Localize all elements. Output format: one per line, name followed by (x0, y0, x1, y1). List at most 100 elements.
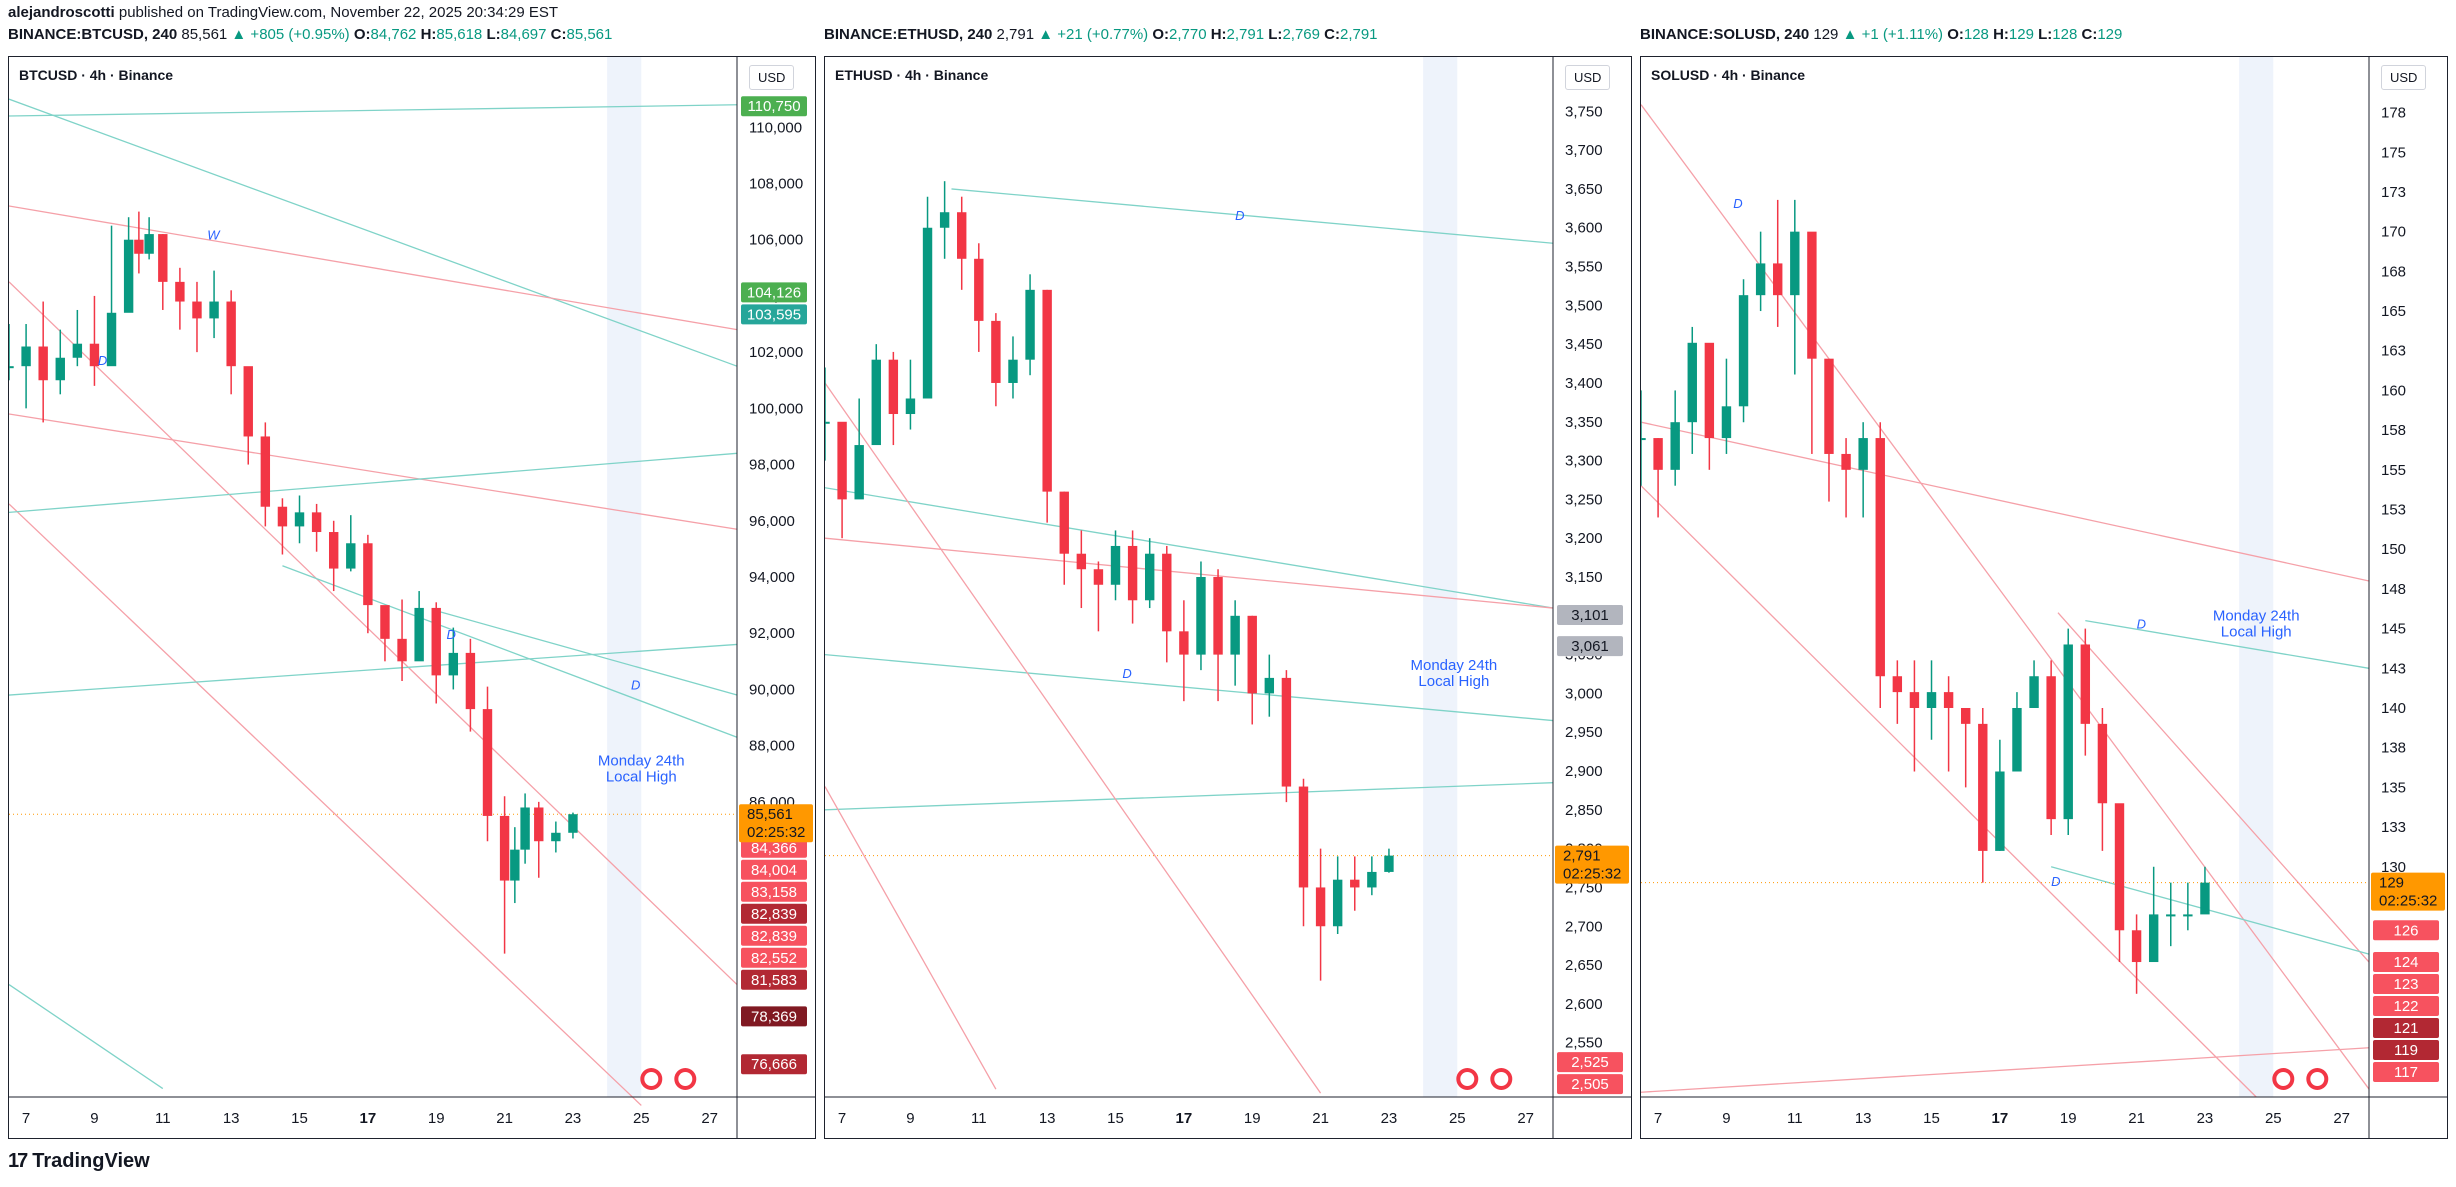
y-tick-label: 3,150 (1565, 569, 1603, 586)
currency-label[interactable]: USD (749, 65, 795, 90)
candle-body (277, 506, 288, 527)
candle-body (520, 807, 530, 850)
annotation-note: Local High (2221, 624, 2292, 641)
price-tag-bg (2373, 974, 2439, 995)
chart-panel-ethusd[interactable]: D D Monday 24th Local High 7 9 11 13 15 17 19 21 23 2… (824, 56, 1632, 1139)
price-tag-bg (2373, 920, 2439, 941)
chart-panel-solusd[interactable]: D D D Monday 24th Local High 7 9 11 13 15 17 19 21 23… (1640, 56, 2448, 1139)
timeframe-label: D (1235, 208, 1244, 223)
candle-body (414, 607, 424, 662)
x-tick-label: 21 (1312, 1110, 1329, 1127)
close-value: 85,561 (566, 26, 613, 43)
candle-body (1367, 871, 1377, 888)
price-tag-bg (2373, 1062, 2439, 1083)
price-tag-value: 124 (2393, 954, 2418, 971)
symbol-name[interactable]: BINANCE:SOLUSD, 240 (1640, 26, 1810, 43)
high-value: 129 (2008, 26, 2039, 43)
candle-body (2183, 914, 2193, 917)
y-tick-label: 145 (2381, 621, 2406, 638)
y-tick-label: 3,350 (1565, 414, 1603, 431)
candle-body (192, 301, 202, 319)
x-tick-label: 21 (2128, 1110, 2145, 1127)
x-tick-label: 23 (1381, 1110, 1398, 1127)
candle-body (510, 849, 520, 881)
x-tick-label: 7 (838, 1110, 846, 1127)
candle-body (106, 312, 117, 367)
tradingview-logo[interactable]: 17 TradingView (8, 1150, 150, 1173)
monday-highlight-band (607, 57, 642, 1097)
y-tick-label: 108,000 (749, 175, 803, 192)
low-label: L: (1268, 26, 1283, 43)
y-tick-label: 3,750 (1565, 103, 1603, 120)
candle-body (465, 652, 476, 710)
y-tick-label: 2,750 (1565, 879, 1603, 896)
chart-title[interactable]: BTCUSD · 4h · Binance (19, 67, 174, 83)
trend-line (1641, 421, 2370, 582)
candle-body (260, 436, 271, 507)
x-tick-label: 11 (1787, 1110, 1803, 1127)
candle-body (2080, 644, 2091, 724)
candle-body (1315, 887, 1326, 927)
price-tag-value: 83,158 (751, 884, 797, 901)
price-tag-bg (2373, 952, 2439, 973)
y-tick-label: 170 (2381, 224, 2406, 241)
price-tag: 82,839 (741, 903, 807, 924)
candle-body (534, 807, 544, 842)
y-tick-label: 2,650 (1565, 957, 1603, 974)
candle-body (431, 607, 441, 676)
timeframe-label: D (2051, 874, 2060, 889)
y-tick-label: 92,000 (749, 625, 795, 642)
trend-line (282, 565, 738, 738)
candle-body (1704, 342, 1715, 439)
y-tick-label: 155 (2381, 462, 2406, 479)
price-tag-bg (1557, 1052, 1623, 1073)
candle-body (1093, 569, 1104, 585)
price-tag-value: 76,666 (751, 1056, 797, 1073)
candle-body (1196, 577, 1206, 655)
candle-body (1841, 453, 1851, 470)
price-tag-value: 121 (2393, 1020, 2418, 1037)
candle-body (1008, 359, 1018, 383)
price-tag: 104,126 (741, 282, 807, 303)
symbol-name[interactable]: BINANCE:ETHUSD, 240 (824, 26, 993, 43)
price-tag-value: 3,061 (1571, 638, 1609, 655)
tradingview-logo-icon: 17 (8, 1150, 28, 1172)
chart-panel-btcusd[interactable]: W D D D Monday 24th Local High 7 9 11 13 15 17 19 21 2… (8, 56, 816, 1139)
price-tag-value: 119 (2394, 1042, 2418, 1059)
symbol-name[interactable]: BINANCE:BTCUSD, 240 (8, 26, 178, 43)
y-tick-label: 133 (2381, 819, 2406, 836)
x-tick-label: 25 (633, 1110, 650, 1127)
y-tick-label: 168 (2381, 263, 2406, 280)
candle-body (328, 532, 339, 569)
trend-line (2057, 612, 2370, 963)
y-tick-label: 106,000 (749, 232, 803, 249)
candle-body (1653, 438, 1663, 470)
price-tag-value: 84,366 (751, 840, 797, 857)
price-change: ▲ +21 (+0.77%) (1038, 26, 1153, 43)
price-tag-bg (741, 881, 807, 902)
y-tick-label: 3,300 (1565, 453, 1603, 470)
candle-body (1230, 615, 1240, 655)
currency-label[interactable]: USD (2381, 65, 2427, 90)
candle-body (1162, 553, 1172, 632)
current-price-value: 129 (2379, 875, 2404, 892)
chart-title[interactable]: ETHUSD · 4h · Binance (835, 67, 989, 83)
candle-body (1892, 676, 1903, 693)
candle-body (1264, 677, 1275, 694)
author-name[interactable]: alejandroscotti (8, 4, 115, 21)
y-tick-label: 98,000 (749, 457, 795, 474)
candle-body (482, 709, 493, 816)
last-price: 2,791 (992, 26, 1039, 43)
us-event-flag-icon-inner (1494, 1072, 1509, 1086)
price-tag: 126 (2373, 920, 2439, 941)
currency-label[interactable]: USD (1565, 65, 1611, 90)
published-text: published on TradingView.com, November 2… (118, 4, 559, 21)
price-tag: 82,552 (741, 947, 807, 968)
trend-line (9, 503, 642, 1106)
chart-title[interactable]: SOLUSD · 4h · Binance (1651, 67, 1806, 83)
price-tag: 119 (2373, 1040, 2439, 1061)
